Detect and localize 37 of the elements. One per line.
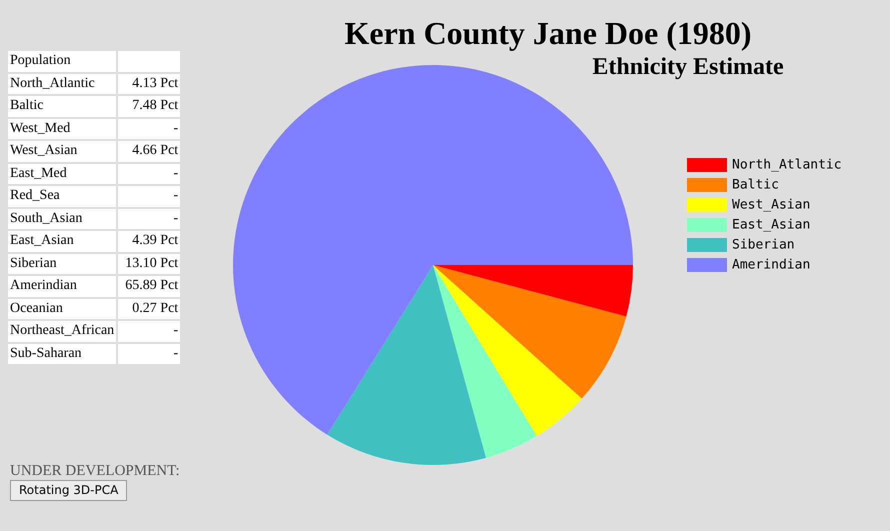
text: 4.13 Pct (132, 76, 178, 91)
legend-label: Amerindian (732, 258, 810, 272)
category-label: Northeast_African (8, 321, 116, 342)
category-label: Red_Sea (8, 186, 116, 206)
text: Rotating 3D-PCA (10, 480, 128, 501)
category-label: Amerindian (8, 276, 116, 296)
category-label: East_Asian (8, 231, 116, 252)
text: - (174, 346, 178, 361)
text: - (174, 188, 178, 204)
text: - (174, 323, 178, 338)
text: 4.39 Pct (132, 233, 178, 248)
legend-label: North_Atlantic (732, 158, 842, 172)
text: - (174, 166, 178, 181)
category-label: Baltic (8, 96, 116, 116)
legend-label: Baltic (732, 178, 779, 192)
text: 0.27 Pct (132, 300, 178, 316)
category-label: East_Med (8, 164, 116, 184)
text: 65.89 Pct (125, 278, 178, 294)
legend-label: West_Asian (732, 198, 810, 212)
text: Population (8, 51, 116, 72)
category-label: North_Atlantic (8, 74, 116, 94)
text: UNDER DEVELOPMENT: (10, 463, 180, 480)
category-label: Sub-Saharan (8, 344, 116, 364)
chart-subtitle: Ethnicity Estimate (592, 54, 784, 80)
category-label: Siberian (8, 254, 116, 274)
category-label: Oceanian (8, 298, 116, 319)
legend-label: Siberian (732, 238, 795, 252)
text: 13.10 Pct (125, 256, 178, 271)
text: - (174, 120, 178, 136)
category-label: South_Asian (8, 208, 116, 229)
category-label: West_Asian (8, 141, 116, 162)
text: 4.66 Pct (132, 143, 178, 158)
chart-title: Kern County Jane Doe (1980) (344, 15, 752, 51)
text: - (174, 210, 178, 226)
legend-label: East_Asian (732, 218, 810, 232)
text: 7.48 Pct (132, 98, 178, 114)
category-label: West_Med (8, 118, 116, 139)
